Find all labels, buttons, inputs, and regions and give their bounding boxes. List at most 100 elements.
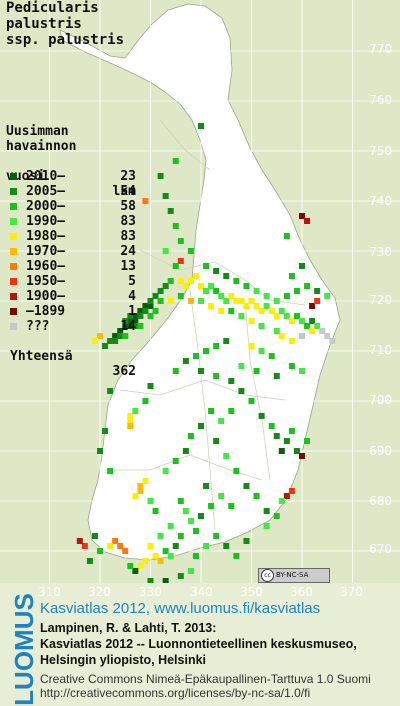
legend-period-label: ??? [26, 319, 50, 334]
y-tick-730: 730 [369, 245, 392, 259]
x-tick-350: 350 [240, 585, 263, 599]
occurrence-marker [112, 338, 119, 344]
occurrence-marker [147, 578, 154, 583]
occurrence-marker [97, 548, 103, 554]
occurrence-marker [167, 553, 174, 559]
cc-badge-text: BY-NC-SA [276, 571, 309, 579]
occurrence-marker [268, 353, 275, 359]
occurrence-marker [218, 493, 225, 499]
legend-period-label: 2010– [26, 169, 66, 184]
occurrence-marker [213, 288, 220, 294]
occurrence-marker [187, 518, 194, 524]
species-title: Pedicularis palustris ssp. palustris [6, 0, 124, 48]
occurrence-marker [213, 438, 220, 444]
occurrence-marker [258, 308, 265, 314]
occurrence-marker [203, 348, 210, 354]
occurrence-marker [228, 408, 235, 414]
occurrence-marker [324, 293, 331, 299]
occurrence-marker [233, 468, 240, 474]
occurrence-marker [152, 553, 159, 559]
occurrence-marker [273, 373, 280, 379]
legend-count: 54 [120, 184, 136, 199]
legend-period-label: 1950– [26, 274, 66, 289]
occurrence-marker [192, 553, 199, 559]
x-tick-370: 370 [340, 585, 363, 599]
legend-total-row: Yhteensä 362 [6, 334, 136, 379]
occurrence-marker [147, 498, 154, 504]
occurrence-marker [293, 448, 300, 454]
occurrence-marker [97, 333, 103, 339]
y-tick-690: 690 [369, 444, 392, 458]
legend-swatch [10, 233, 17, 240]
occurrence-marker [182, 283, 189, 289]
occurrence-marker [172, 458, 179, 464]
title-line-2: palustris [6, 16, 82, 32]
occurrence-marker [304, 323, 311, 329]
occurrence-marker [288, 363, 295, 369]
legend-count: 58 [120, 199, 136, 214]
occurrence-marker [243, 283, 250, 289]
occurrence-marker [299, 318, 305, 324]
occurrence-marker [213, 268, 220, 274]
occurrence-marker [192, 353, 199, 359]
legend-swatch [10, 263, 17, 270]
legend-heading-1: Uusimman [6, 124, 69, 139]
luomus-logo: LUOMUS [4, 593, 39, 706]
legend-row: 1980– 83 [6, 229, 136, 244]
occurrence-marker [157, 533, 164, 539]
occurrence-marker [162, 283, 169, 289]
reference-line-1: Lampinen, R. & Lahti, T. 2013: [40, 621, 217, 635]
occurrence-marker [329, 338, 336, 344]
occurrence-marker [137, 563, 144, 569]
occurrence-marker [299, 213, 305, 219]
cc-license-badge[interactable]: cc BY-NC-SA [258, 568, 330, 583]
occurrence-marker [177, 533, 184, 539]
occurrence-marker [218, 293, 225, 299]
legend-period-label: 1960– [26, 259, 66, 274]
legend-row: 1900– 4 [6, 289, 136, 304]
legend-count: 4 [128, 289, 136, 304]
occurrence-marker [258, 323, 265, 329]
legend-swatch [10, 203, 17, 210]
occurrence-marker [177, 498, 184, 504]
occurrence-marker [233, 278, 240, 284]
title-line-1: Pedicularis [6, 0, 99, 16]
occurrence-marker [198, 368, 204, 374]
map-svg [0, 0, 400, 583]
occurrence-marker [233, 298, 240, 304]
occurrence-marker [218, 418, 225, 424]
occurrence-marker [142, 308, 149, 314]
occurrence-marker [228, 308, 235, 314]
occurrence-marker [172, 368, 179, 374]
legend-count: 83 [120, 229, 136, 244]
occurrence-marker [314, 298, 321, 304]
occurrence-marker [132, 318, 139, 324]
legend-row: 2000– 58 [6, 199, 136, 214]
occurrence-marker [147, 543, 154, 549]
occurrence-marker [253, 493, 260, 499]
occurrence-marker [112, 538, 119, 544]
occurrence-marker [288, 488, 295, 494]
occurrence-marker [142, 198, 149, 204]
occurrence-marker [253, 303, 260, 309]
occurrence-marker [263, 508, 270, 514]
occurrence-marker [107, 543, 114, 549]
occurrence-marker [187, 433, 194, 439]
legend-count: 13 [120, 259, 136, 274]
license-url[interactable]: http://creativecommons.org/licenses/by-n… [40, 686, 311, 700]
license-line-1: Creative Commons Nimeä-Epäkaupallinen-Ta… [40, 672, 371, 686]
occurrence-marker [278, 448, 285, 454]
legend-rows: 2010– 23 2005– 54 2000– 58 1990– 83 1980– 83 1970–… [6, 169, 136, 334]
occurrence-marker [304, 218, 311, 224]
occurrence-marker [223, 338, 230, 344]
occurrence-marker [137, 308, 144, 314]
occurrence-marker [102, 343, 109, 349]
cc-icon: cc [261, 569, 274, 582]
occurrence-marker [283, 293, 290, 299]
kasviatlas-link[interactable]: Kasviatlas 2012, www.luomus.fi/kasviatla… [40, 600, 321, 617]
y-tick-700: 700 [369, 393, 392, 407]
legend-swatch [10, 173, 17, 180]
occurrence-marker [152, 293, 159, 299]
occurrence-marker [177, 293, 184, 299]
legend-period-label: 1980– [26, 229, 66, 244]
